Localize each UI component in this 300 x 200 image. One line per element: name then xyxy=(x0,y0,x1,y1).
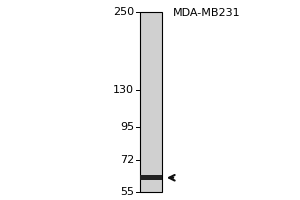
Text: 95: 95 xyxy=(120,122,134,132)
Text: 250: 250 xyxy=(113,7,134,17)
Text: MDA-MB231: MDA-MB231 xyxy=(172,8,240,18)
Bar xyxy=(140,175,162,180)
Text: 130: 130 xyxy=(113,85,134,95)
Text: 55: 55 xyxy=(120,187,134,197)
Bar xyxy=(140,12,162,192)
Text: 72: 72 xyxy=(120,155,134,165)
